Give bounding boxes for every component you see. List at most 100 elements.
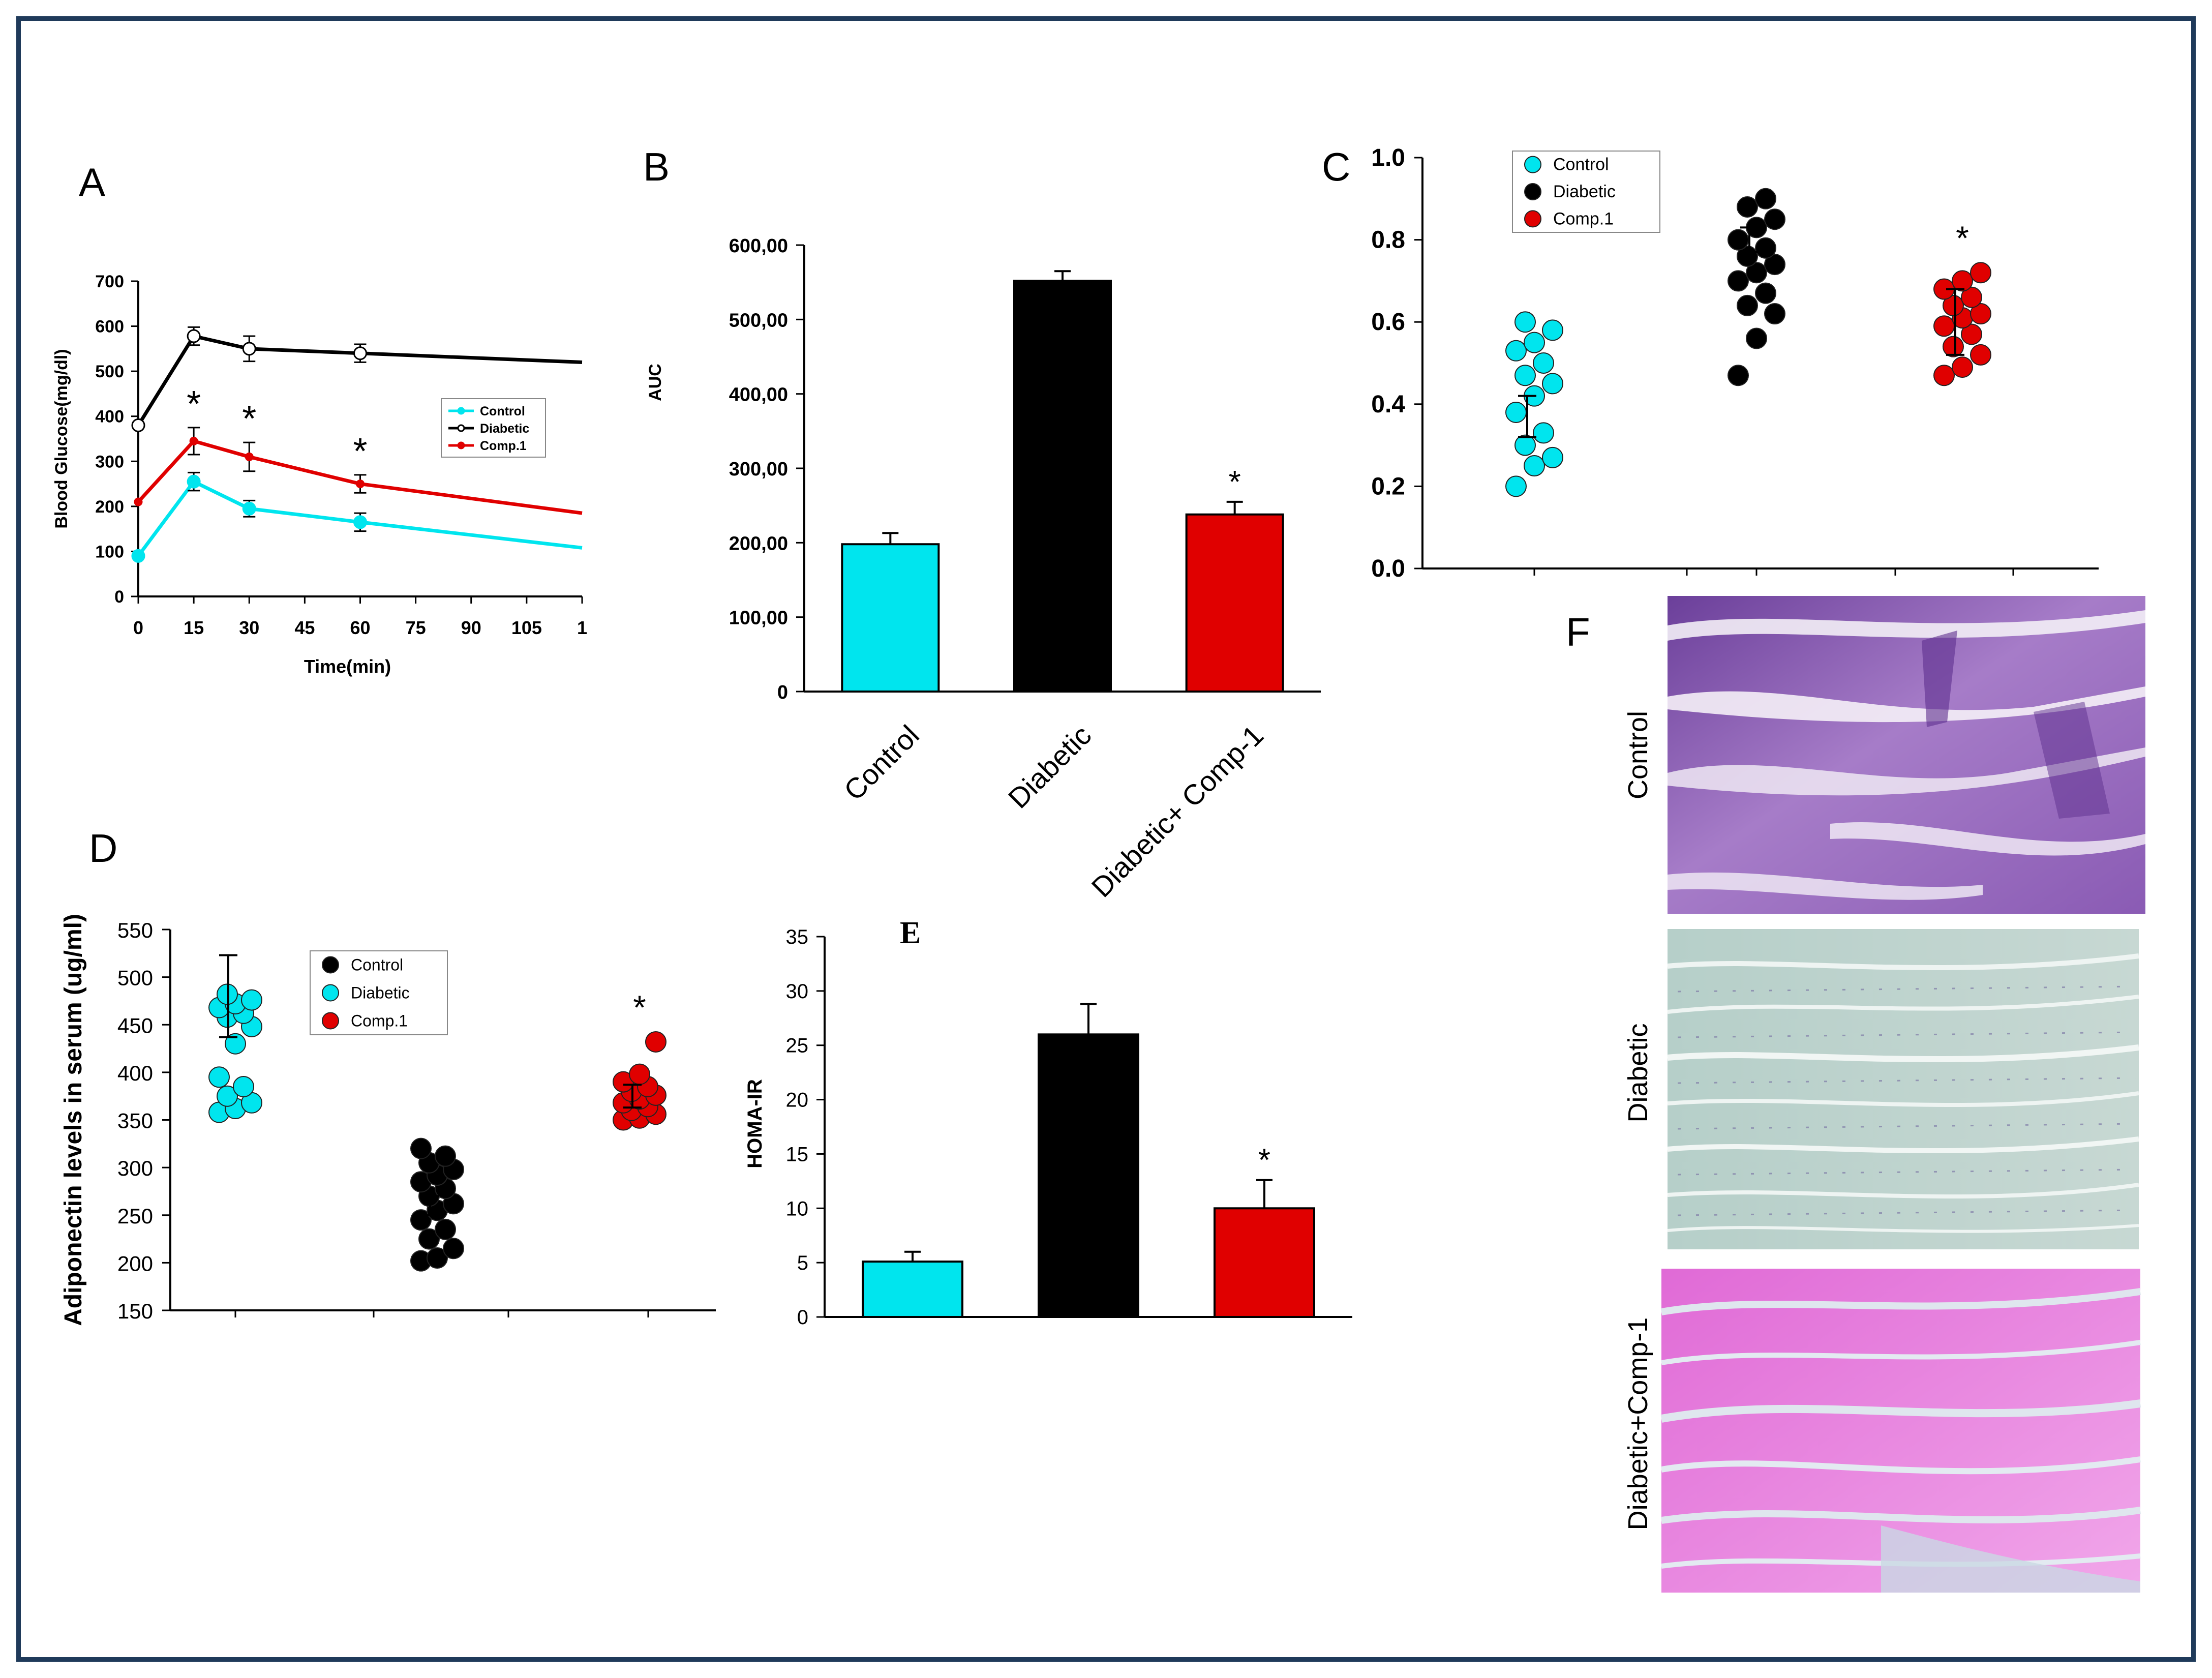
y-tick-label: 300 (117, 1156, 153, 1180)
y-tick-label: 0.6 (1371, 309, 1405, 336)
data-point (131, 418, 145, 432)
y-tick-label: 0 (777, 682, 788, 703)
y-tick-label: 0.2 (1371, 473, 1405, 500)
y-tick-label: 100,00 (729, 608, 788, 629)
y-tick-label: 150 (117, 1299, 153, 1323)
y-tick-label: 400 (95, 407, 124, 427)
data-point (241, 989, 262, 1011)
data-point (1943, 336, 1964, 357)
histology-label-treated: Diabetic+Comp-1 (1623, 1317, 1653, 1531)
data-point (1933, 315, 1955, 337)
significance-marker: * (353, 431, 367, 472)
y-tick-label: 0.4 (1371, 391, 1405, 418)
data-point (187, 474, 201, 489)
chart-b-auc-bars: 0 100,00 200,00 300,00 400,00 500,00 600,00 AUC… (646, 235, 1321, 904)
data-point (1542, 446, 1563, 468)
y-tick-label: 700 (95, 272, 124, 291)
legend-label: Diabetic (351, 984, 410, 1002)
bar-diabetic (1013, 280, 1112, 693)
y-tick-label: 1.0 (1371, 144, 1405, 171)
significance-marker: * (1956, 219, 1969, 257)
y-tick-label: 15 (786, 1143, 809, 1165)
data-point (1542, 373, 1563, 395)
data-point (1533, 352, 1554, 374)
chart-d-adiponectin-scatter: 150 200 250 300 350 400 450 500 550 Adiponectin l… (60, 914, 716, 1326)
histology-label-control: Control (1623, 711, 1653, 799)
x-axis-label: Time(min) (304, 656, 391, 677)
legend-label: Control (351, 956, 403, 974)
panel-label-d: D (89, 826, 117, 871)
panel-label-f: F (1566, 610, 1590, 654)
x-category-label: Diabetic (1002, 719, 1098, 815)
chart-a-glucose-tolerance: 0 100 200 300 400 500 600 700 0 15 30 45 60 75 90 105 1 T… (52, 272, 587, 677)
data-point (1737, 294, 1758, 316)
y-tick-label: 550 (117, 918, 153, 942)
data-point (1952, 356, 1973, 378)
y-tick-label: 500,00 (729, 310, 788, 331)
data-point (1728, 365, 1749, 386)
y-tick-label: 0.8 (1371, 227, 1405, 254)
legend-marker (1524, 156, 1541, 173)
data-point (225, 1033, 246, 1055)
data-point (1514, 434, 1536, 456)
panel-label-e: E (900, 916, 921, 950)
y-axis-label: AUC (646, 364, 665, 401)
data-point (353, 346, 367, 361)
y-tick-label: 200 (95, 497, 124, 517)
significance-marker: * (1258, 1143, 1270, 1178)
significance-marker: * (633, 988, 646, 1026)
data-point (1755, 237, 1776, 259)
bar-comp (1185, 513, 1284, 693)
legend-label: Comp.1 (480, 439, 527, 453)
panel-label-a: A (79, 160, 105, 204)
histology-panel: Control Diabetic Diabetic+Comp-1 (1623, 596, 2145, 1593)
y-tick-label: 30 (786, 980, 809, 1003)
y-tick-label: 500 (95, 362, 124, 381)
legend-marker (457, 441, 465, 450)
data-point (242, 501, 256, 516)
data-point (233, 1075, 254, 1097)
data-point (435, 1145, 456, 1167)
data-point (208, 1066, 230, 1088)
chart-e-homa-ir-bars: 0 5 10 15 20 25 30 35 HOMA-IR * (744, 926, 1352, 1329)
data-point (1728, 270, 1749, 292)
y-tick-label: 35 (786, 926, 809, 948)
data-point (1524, 332, 1545, 353)
y-tick-label: 500 (117, 966, 153, 990)
data-point (443, 1238, 464, 1260)
x-tick-label: 90 (461, 617, 481, 638)
y-tick-label: 300 (95, 452, 124, 471)
legend-marker (457, 424, 465, 432)
x-tick-label: 45 (294, 617, 315, 638)
legend-label: Control (1553, 155, 1609, 174)
data-point (1961, 323, 1982, 345)
significance-marker: * (242, 399, 256, 439)
legend-marker (1524, 183, 1541, 200)
y-tick-label: 0 (797, 1306, 808, 1329)
x-tick-label: 15 (184, 617, 204, 638)
data-point (1755, 188, 1776, 209)
histology-image-diabetic (1667, 929, 2139, 1249)
data-point (217, 1085, 238, 1107)
data-point (1970, 303, 1991, 325)
y-tick-label: 450 (117, 1013, 153, 1037)
data-point (242, 342, 256, 356)
data-point (1746, 327, 1767, 349)
data-point (134, 497, 143, 506)
data-point (245, 452, 254, 461)
data-point (1728, 229, 1749, 251)
x-category-label: Diabetic+ Comp-1 (1085, 719, 1270, 904)
data-point (1970, 262, 1991, 284)
data-point (410, 1137, 432, 1159)
data-point (1933, 365, 1955, 386)
legend-label: Control (480, 404, 525, 418)
data-point (131, 549, 145, 563)
bar-diabetic (1038, 1033, 1139, 1319)
data-point (356, 480, 365, 489)
data-point (187, 329, 201, 343)
data-point (1746, 262, 1767, 284)
bar-control (841, 543, 940, 693)
bar-control (862, 1261, 963, 1318)
data-point (1533, 422, 1554, 444)
